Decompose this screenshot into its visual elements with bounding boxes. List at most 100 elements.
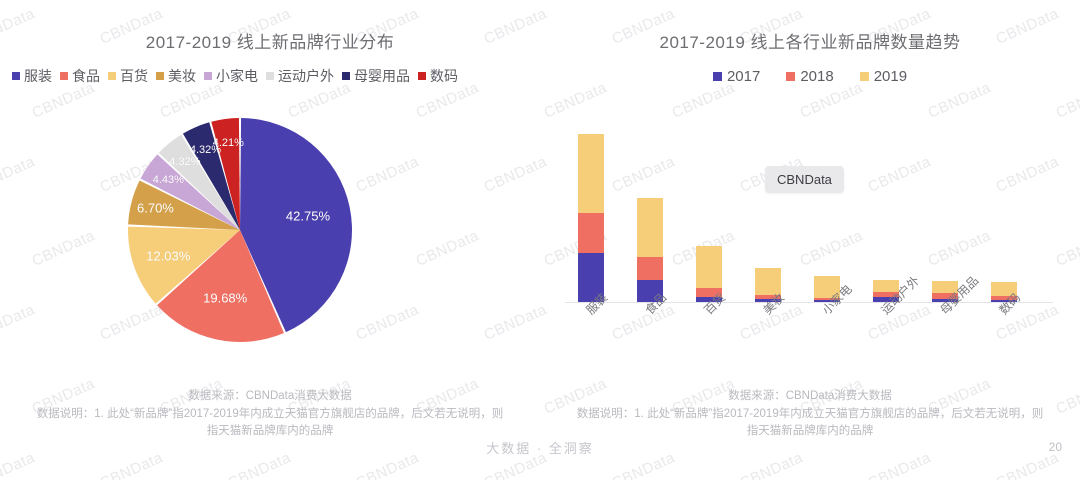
pie-slice-3[interactable] xyxy=(128,180,240,230)
pie-slice-label-3: 6.70% xyxy=(137,200,174,216)
bar-column-5[interactable] xyxy=(873,280,899,302)
pie-slice-7[interactable] xyxy=(211,118,240,230)
pie-slice-6[interactable] xyxy=(182,122,240,230)
bar-segment-2017-小家电[interactable] xyxy=(814,300,840,302)
right-chart-panel: 2017-2019 线上各行业新品牌数量趋势 2017 2018 2019 服装 食品… xyxy=(540,0,1080,480)
bar-legend: 2017 2018 2019 xyxy=(540,68,1080,85)
bar-column-6[interactable] xyxy=(932,281,958,302)
bar-legend-item-2018[interactable]: 2018 xyxy=(786,68,834,85)
left-footer-note-1: 数据说明：1. 此处“新品牌”指2017-2019年内成立天猫官方旗舰店的品牌，… xyxy=(36,408,504,420)
pie-legend-item-3[interactable]: 美妆 xyxy=(156,66,196,86)
bar-column-7[interactable] xyxy=(991,282,1017,302)
bar-segment-2019-食品[interactable] xyxy=(637,198,663,257)
bar-chart-axis xyxy=(565,302,1053,303)
bar-segment-2019-母婴用品[interactable] xyxy=(932,281,958,293)
bar-segment-2017-运动户外[interactable] xyxy=(873,297,899,302)
legend-swatch-icon xyxy=(12,72,20,80)
pie-legend-label: 数码 xyxy=(430,68,458,84)
bar-segment-2018-食品[interactable] xyxy=(637,257,663,280)
bar-segment-2017-服装[interactable] xyxy=(578,253,604,302)
legend-swatch-icon xyxy=(859,72,869,81)
bar-column-4[interactable] xyxy=(814,276,840,302)
bar-segment-2019-百货[interactable] xyxy=(696,246,722,288)
pie-slice-label-1: 19.68% xyxy=(203,290,248,306)
pie-legend-label: 服装 xyxy=(24,68,52,84)
pie-slice-label-6: 4.32% xyxy=(189,143,222,156)
bar-chart: 服装 食品 百货 美妆 小家电 运动户外 母婴用品 数码 xyxy=(540,0,1080,480)
right-footer-source: 数据来源：CBNData消费大数据 xyxy=(728,390,892,402)
bar-legend-label: 2019 xyxy=(873,68,908,85)
bar-legend-label: 2017 xyxy=(726,68,761,85)
bar-segment-2018-母婴用品[interactable] xyxy=(932,293,958,299)
bar-column-0[interactable] xyxy=(578,134,604,302)
bar-segment-2017-百货[interactable] xyxy=(696,297,722,302)
bar-legend-item-2019[interactable]: 2019 xyxy=(859,68,908,85)
left-footer: 数据来源：CBNData消费大数据 数据说明：1. 此处“新品牌”指2017-2… xyxy=(0,388,540,440)
pie-slice-4[interactable] xyxy=(140,154,240,230)
legend-swatch-icon xyxy=(60,72,68,80)
pie-legend-label: 母婴用品 xyxy=(354,68,410,84)
left-footer-note-2: 指天猫新品牌库内的品牌 xyxy=(206,425,334,437)
pie-chart-title: 2017-2019 线上新品牌行业分布 xyxy=(145,33,395,52)
left-footer-source: 数据来源：CBNData消费大数据 xyxy=(188,390,352,402)
bar-segment-2017-食品[interactable] xyxy=(637,280,663,302)
page-number: 20 xyxy=(1048,440,1062,454)
bar-column-3[interactable] xyxy=(755,268,781,302)
pie-slice-0[interactable] xyxy=(240,118,353,333)
pie-slice-label-5: 4.32% xyxy=(169,156,201,169)
bar-column-2[interactable] xyxy=(696,246,722,302)
bar-chart-title: 2017-2019 线上各行业新品牌数量趋势 xyxy=(659,33,961,52)
pie-legend-label: 运动户外 xyxy=(278,68,334,84)
brand-footer: 大数据 · 全洞察 xyxy=(486,441,594,456)
pie-legend-label: 食品 xyxy=(72,68,100,84)
pie-legend-label: 小家电 xyxy=(216,68,258,84)
pie-legend-item-5[interactable]: 运动户外 xyxy=(266,66,334,86)
bar-segment-2018-美妆[interactable] xyxy=(755,295,781,299)
pie-legend-item-6[interactable]: 母婴用品 xyxy=(342,66,410,86)
bar-segment-2019-服装[interactable] xyxy=(578,134,604,213)
bar-segment-2019-运动户外[interactable] xyxy=(873,280,899,292)
legend-swatch-icon xyxy=(108,72,116,80)
pie-legend-label: 百货 xyxy=(120,68,148,84)
bar-column-1[interactable] xyxy=(637,198,663,302)
legend-swatch-icon xyxy=(204,72,212,80)
pie-legend-item-7[interactable]: 数码 xyxy=(418,66,458,86)
pie-legend: 服装 食品 百货 美妆 小家电 运动户外 母婴用品 数码 xyxy=(12,66,532,86)
bar-segment-2018-小家电[interactable] xyxy=(814,298,840,300)
pie-svg xyxy=(128,118,353,343)
bar-segment-2018-服装[interactable] xyxy=(578,213,604,253)
bar-segment-2017-数码[interactable] xyxy=(991,300,1017,302)
bar-segment-2019-小家电[interactable] xyxy=(814,276,840,298)
left-chart-panel: 2017-2019 线上新品牌行业分布 服装 食品 百货 美妆 小家电 运动户外 母婴用品数… xyxy=(0,0,540,480)
cbndata-tooltip: CBNData xyxy=(765,166,844,193)
bar-segment-2019-数码[interactable] xyxy=(991,282,1017,296)
bar-legend-label: 2018 xyxy=(800,68,834,85)
pie-slice-label-0: 42.75% xyxy=(285,208,330,224)
bar-segment-2018-运动户外[interactable] xyxy=(873,292,899,297)
bar-segment-2017-美妆[interactable] xyxy=(755,299,781,302)
right-footer-note-1: 数据说明：1. 此处“新品牌”指2017-2019年内成立天猫官方旗舰店的品牌，… xyxy=(576,408,1044,420)
pie-slice-label-7: 4.21% xyxy=(212,137,244,150)
pie-legend-item-2[interactable]: 百货 xyxy=(108,66,148,86)
pie-legend-item-1[interactable]: 食品 xyxy=(60,66,100,86)
bar-segment-2019-美妆[interactable] xyxy=(755,268,781,295)
right-footer: 数据来源：CBNData消费大数据 数据说明：1. 此处“新品牌”指2017-2… xyxy=(540,388,1080,440)
legend-swatch-icon xyxy=(786,72,796,81)
pie-slice-1[interactable] xyxy=(157,230,284,343)
bar-segment-2018-百货[interactable] xyxy=(696,288,722,297)
legend-swatch-icon xyxy=(156,72,164,80)
right-footer-note-2: 指天猫新品牌库内的品牌 xyxy=(746,425,874,437)
pie-slice-label-4: 4.43% xyxy=(152,174,184,186)
pie-legend-item-4[interactable]: 小家电 xyxy=(204,66,258,86)
bar-legend-item-2017[interactable]: 2017 xyxy=(712,68,761,85)
legend-swatch-icon xyxy=(342,72,350,80)
pie-slice-5[interactable] xyxy=(158,134,240,230)
pie-slice-2[interactable] xyxy=(128,226,240,304)
bar-segment-2017-母婴用品[interactable] xyxy=(932,299,958,302)
pie-chart: 42.75% 19.68% 12.03% 6.70% 4.43% 4.32% 4.32% 4.… xyxy=(0,0,540,480)
pie-legend-item-0[interactable]: 服装 xyxy=(12,66,52,86)
cbndata-tooltip-label: CBNData xyxy=(777,172,832,187)
bar-segment-2018-数码[interactable] xyxy=(991,296,1017,300)
legend-swatch-icon xyxy=(712,72,722,81)
pie-slice-label-2: 12.03% xyxy=(146,248,191,264)
